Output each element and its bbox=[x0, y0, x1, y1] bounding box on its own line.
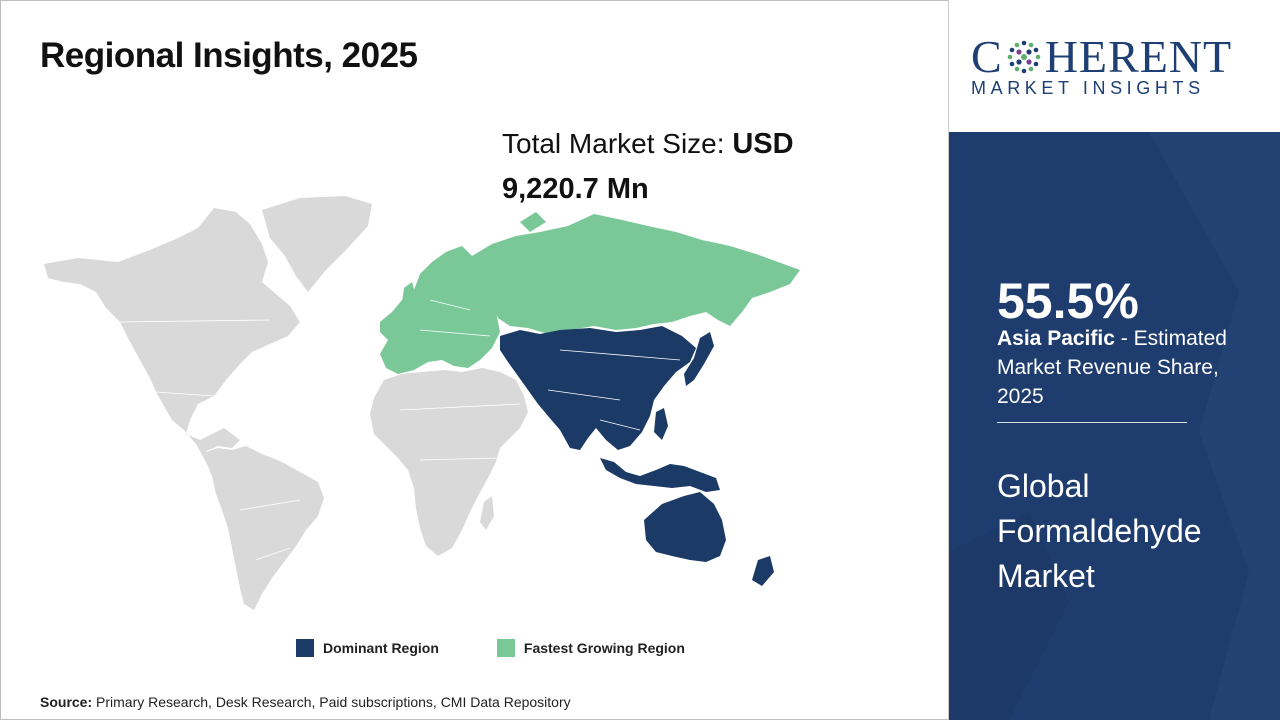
region-europe bbox=[380, 246, 500, 374]
share-region: Asia Pacific bbox=[997, 327, 1115, 350]
region-asia-pacific bbox=[500, 326, 696, 450]
new-zealand bbox=[752, 556, 774, 586]
legend-swatch-dominant bbox=[296, 639, 314, 657]
summary-sidebar: C bbox=[948, 0, 1280, 720]
map-legend: Dominant Region Fastest Growing Region bbox=[296, 639, 743, 657]
world-map bbox=[44, 196, 800, 610]
region-russia bbox=[472, 214, 800, 334]
brand-wordmark: C bbox=[971, 30, 1232, 83]
brand-tagline: MARKET INSIGHTS bbox=[971, 78, 1205, 98]
japan bbox=[684, 332, 714, 386]
region-middle-east-africa bbox=[370, 368, 528, 556]
madagascar bbox=[480, 496, 494, 530]
market-name-line3: Market bbox=[997, 558, 1095, 594]
share-percent: 55.5% bbox=[997, 273, 1139, 329]
market-name-line1: Global bbox=[997, 468, 1090, 504]
market-name: Global Formaldehyde Market bbox=[997, 464, 1257, 599]
legend-label-fastest: Fastest Growing Region bbox=[523, 640, 685, 656]
source-text: Primary Research, Desk Research, Paid su… bbox=[92, 694, 571, 710]
legend-item-fastest: Fastest Growing Region bbox=[496, 639, 685, 657]
share-description: Asia Pacific - Estimated Market Revenue … bbox=[997, 324, 1247, 411]
brand-logo: C bbox=[949, 0, 1280, 132]
brand-dot-globe-icon bbox=[1007, 40, 1040, 73]
legend-swatch-fastest bbox=[496, 639, 515, 657]
market-size-label: Total Market Size: bbox=[502, 128, 733, 159]
legend-label-dominant: Dominant Region bbox=[323, 640, 439, 656]
legend-item-dominant: Dominant Region bbox=[296, 639, 439, 657]
total-market-size: Total Market Size: USD 9,220.7 Mn bbox=[502, 124, 832, 214]
source-label: Source: bbox=[40, 694, 93, 710]
share-text: - Estimated Market Revenue Share, 2025 bbox=[997, 327, 1227, 408]
page-title: Regional Insights, 2025 bbox=[40, 36, 418, 75]
panel-texture bbox=[949, 132, 1280, 720]
greenland bbox=[262, 196, 372, 292]
region-latin-america bbox=[196, 444, 324, 610]
regional-insights-panel: Regional Insights, 2025 Total Market Siz… bbox=[40, 36, 832, 710]
market-name-line2: Formaldehyde bbox=[997, 513, 1202, 549]
brand-name-pre: C bbox=[971, 31, 1003, 82]
source-note: Source: Primary Research, Desk Research,… bbox=[40, 694, 571, 710]
indonesia bbox=[600, 458, 720, 492]
british-isles bbox=[402, 282, 416, 306]
region-north-america bbox=[44, 208, 300, 452]
country-borders bbox=[119, 299, 681, 561]
novaya-zemlya bbox=[520, 212, 546, 232]
australia bbox=[644, 492, 726, 562]
market-size-value: 9,220.7 Mn bbox=[502, 173, 649, 205]
philippines bbox=[654, 408, 668, 440]
market-size-currency: USD bbox=[732, 128, 794, 160]
highlight-panel: 55.5% Asia Pacific - Estimated Market Re… bbox=[949, 132, 1280, 720]
brand-name-post: HERENT bbox=[1044, 31, 1233, 82]
divider bbox=[997, 422, 1187, 423]
